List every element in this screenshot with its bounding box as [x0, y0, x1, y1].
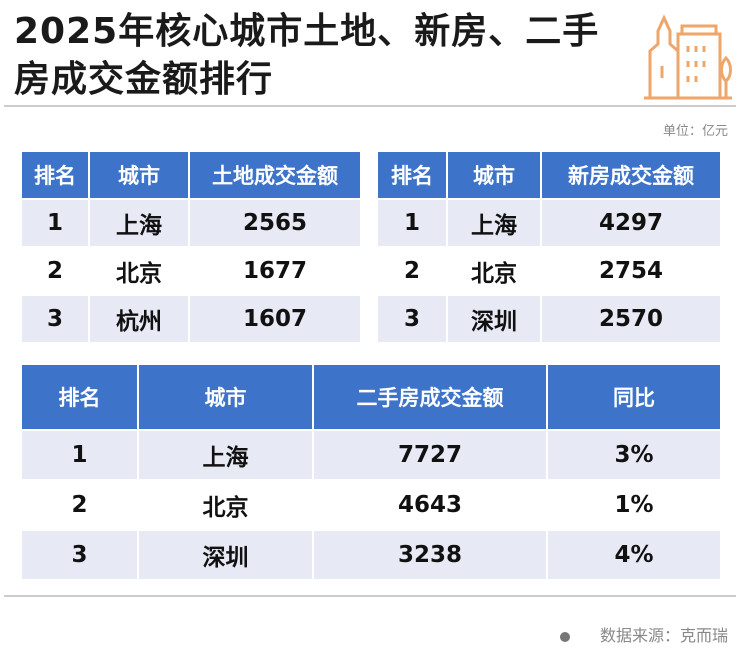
table-row: 1 上海 2565 [20, 198, 362, 248]
header-cell: 排名 [20, 150, 90, 200]
header-cell: 城市 [137, 363, 314, 431]
table-row: 2 北京 1677 [20, 246, 362, 296]
cell: 上海 [137, 429, 314, 481]
cell: 北京 [446, 246, 542, 296]
cell: 上海 [446, 198, 542, 248]
cell: 2 [20, 246, 90, 296]
unit-label: 单位：亿元 [662, 124, 728, 139]
cell: 4% [546, 529, 722, 581]
city-buildings-icon [644, 14, 732, 100]
header-cell: 同比 [546, 363, 722, 431]
cell: 2570 [540, 294, 722, 344]
cell: 3 [376, 294, 448, 344]
new-home-table: 排名 城市 新房成交金额 1 上海 4297 2 北京 2754 3 深圳 2570 [376, 150, 722, 344]
divider [4, 105, 736, 107]
table-row: 3 杭州 1607 [20, 294, 362, 344]
table-row: 2 北京 2754 [376, 246, 722, 296]
cell: 4643 [312, 479, 548, 531]
cell: 2754 [540, 246, 722, 296]
cell: 北京 [88, 246, 190, 296]
table-header: 排名 城市 二手房成交金额 同比 [20, 363, 722, 431]
cell: 1% [546, 479, 722, 531]
cell: 1 [20, 429, 139, 481]
cell: 3 [20, 294, 90, 344]
header-cell: 排名 [20, 363, 139, 431]
cell: 2 [376, 246, 448, 296]
source-text: 数据来源：克而瑞 [599, 626, 728, 645]
cell: 2565 [188, 198, 362, 248]
header-cell: 土地成交金额 [188, 150, 362, 200]
cell: 北京 [137, 479, 314, 531]
header-cell: 城市 [88, 150, 190, 200]
cell: 1 [376, 198, 448, 248]
table-row: 3 深圳 3238 4% [20, 529, 722, 581]
cell: 1607 [188, 294, 362, 344]
table-header: 排名 城市 土地成交金额 [20, 150, 362, 200]
cell: 7727 [312, 429, 548, 481]
bullet-icon [559, 631, 570, 642]
table-header: 排名 城市 新房成交金额 [376, 150, 722, 200]
table-row: 2 北京 4643 1% [20, 479, 722, 531]
table-row: 1 上海 4297 [376, 198, 722, 248]
second-hand-table: 排名 城市 二手房成交金额 同比 1 上海 7727 3% 2 北京 4643 1% 3 深圳… [20, 363, 722, 581]
divider [4, 595, 736, 597]
cell: 1 [20, 198, 90, 248]
header-cell: 新房成交金额 [540, 150, 722, 200]
cell: 3 [20, 529, 139, 581]
table-row: 3 深圳 2570 [376, 294, 722, 344]
cell: 深圳 [446, 294, 542, 344]
header-cell: 城市 [446, 150, 542, 200]
cell: 2 [20, 479, 139, 531]
cell: 上海 [88, 198, 190, 248]
cell: 3% [546, 429, 722, 481]
source-note: 数据来源：克而瑞 [559, 622, 728, 646]
cell: 3238 [312, 529, 548, 581]
cell: 1677 [188, 246, 362, 296]
page-title: 2025年核心城市土地、新房、二手房成交金额排行 [14, 11, 600, 100]
table-row: 1 上海 7727 3% [20, 429, 722, 481]
cell: 4297 [540, 198, 722, 248]
header-cell: 排名 [376, 150, 448, 200]
cell: 杭州 [88, 294, 190, 344]
land-table: 排名 城市 土地成交金额 1 上海 2565 2 北京 1677 3 杭州 1607 [20, 150, 362, 344]
cell: 深圳 [137, 529, 314, 581]
header-cell: 二手房成交金额 [312, 363, 548, 431]
